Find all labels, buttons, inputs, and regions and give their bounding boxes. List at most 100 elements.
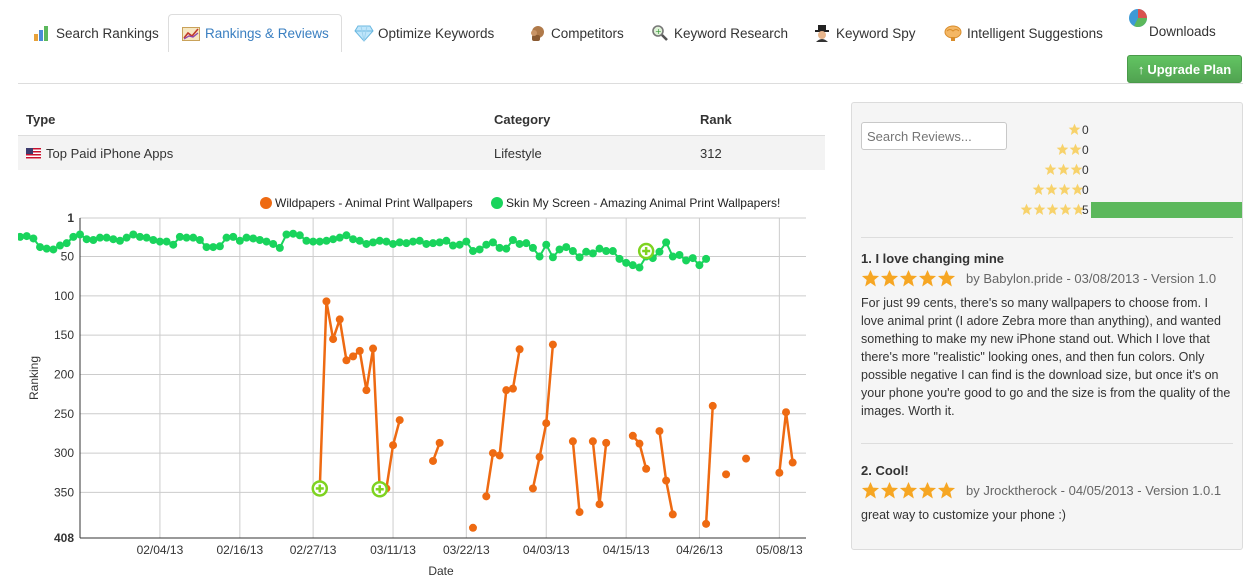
data-point-wildpapers[interactable] xyxy=(595,500,604,509)
data-point-skin-my-screen[interactable] xyxy=(502,244,511,253)
data-point-skin-my-screen[interactable] xyxy=(455,240,464,249)
data-point-skin-my-screen[interactable] xyxy=(129,230,138,239)
data-point-skin-my-screen[interactable] xyxy=(275,243,284,252)
data-point-skin-my-screen[interactable] xyxy=(95,233,104,242)
data-point-skin-my-screen[interactable] xyxy=(528,243,537,252)
data-point-skin-my-screen[interactable] xyxy=(22,232,31,241)
data-point-skin-my-screen[interactable] xyxy=(289,229,298,238)
data-point-wildpapers[interactable] xyxy=(782,408,791,417)
data-point-skin-my-screen[interactable] xyxy=(295,231,304,240)
data-point-skin-my-screen[interactable] xyxy=(668,252,677,261)
data-point-skin-my-screen[interactable] xyxy=(702,254,711,263)
data-point-wildpapers[interactable] xyxy=(502,386,511,395)
data-point-skin-my-screen[interactable] xyxy=(342,231,351,240)
data-point-skin-my-screen[interactable] xyxy=(402,239,411,248)
tab-rankings-reviews[interactable]: Rankings & Reviews xyxy=(168,14,342,52)
data-point-skin-my-screen[interactable] xyxy=(69,232,78,241)
data-point-wildpapers[interactable] xyxy=(322,297,331,306)
data-point-wildpapers[interactable] xyxy=(588,437,597,446)
data-point-wildpapers[interactable] xyxy=(329,335,338,344)
data-point-skin-my-screen[interactable] xyxy=(462,237,471,246)
data-point-skin-my-screen[interactable] xyxy=(429,239,438,248)
data-point-wildpapers[interactable] xyxy=(655,427,664,436)
data-point-wildpapers[interactable] xyxy=(528,484,537,493)
data-point-skin-my-screen[interactable] xyxy=(309,237,318,246)
data-point-skin-my-screen[interactable] xyxy=(102,233,111,242)
data-point-wildpapers[interactable] xyxy=(468,523,477,532)
data-point-wildpapers[interactable] xyxy=(349,352,358,361)
data-point-wildpapers[interactable] xyxy=(668,510,677,519)
update-marker-icon[interactable] xyxy=(311,480,329,497)
data-point-skin-my-screen[interactable] xyxy=(189,233,198,242)
data-point-wildpapers[interactable] xyxy=(515,345,524,354)
data-point-skin-my-screen[interactable] xyxy=(615,254,624,263)
data-point-wildpapers[interactable] xyxy=(429,456,438,465)
data-point-skin-my-screen[interactable] xyxy=(448,241,457,250)
data-point-skin-my-screen[interactable] xyxy=(82,235,91,244)
data-point-skin-my-screen[interactable] xyxy=(36,243,45,252)
data-point-skin-my-screen[interactable] xyxy=(149,236,158,245)
data-point-skin-my-screen[interactable] xyxy=(508,236,517,245)
data-point-skin-my-screen[interactable] xyxy=(349,235,358,244)
data-point-skin-my-screen[interactable] xyxy=(375,236,384,245)
tab-keyword-research[interactable]: + Keyword Research xyxy=(650,14,788,52)
data-point-skin-my-screen[interactable] xyxy=(602,247,611,256)
data-point-skin-my-screen[interactable] xyxy=(262,237,271,246)
data-point-skin-my-screen[interactable] xyxy=(175,232,184,241)
search-reviews-input[interactable] xyxy=(861,122,1007,150)
data-point-skin-my-screen[interactable] xyxy=(62,239,71,248)
data-point-skin-my-screen[interactable] xyxy=(162,237,171,246)
data-point-skin-my-screen[interactable] xyxy=(382,237,391,246)
data-point-wildpapers[interactable] xyxy=(628,431,637,440)
data-point-wildpapers[interactable] xyxy=(602,438,611,447)
data-point-skin-my-screen[interactable] xyxy=(695,261,704,270)
data-point-skin-my-screen[interactable] xyxy=(29,234,38,243)
data-point-skin-my-screen[interactable] xyxy=(269,239,278,248)
legend-item[interactable]: Wildpapers - Animal Print Wallpapers xyxy=(260,196,473,210)
data-point-skin-my-screen[interactable] xyxy=(595,244,604,253)
tab-optimize-keywords[interactable]: Optimize Keywords xyxy=(354,14,494,52)
data-point-skin-my-screen[interactable] xyxy=(56,241,65,250)
data-point-skin-my-screen[interactable] xyxy=(155,237,164,246)
data-point-skin-my-screen[interactable] xyxy=(482,240,491,249)
data-point-skin-my-screen[interactable] xyxy=(142,233,151,242)
data-point-skin-my-screen[interactable] xyxy=(515,239,524,248)
data-point-wildpapers[interactable] xyxy=(389,441,398,450)
data-point-skin-my-screen[interactable] xyxy=(302,236,311,245)
data-point-skin-my-screen[interactable] xyxy=(435,238,444,247)
data-point-skin-my-screen[interactable] xyxy=(468,247,477,256)
data-point-wildpapers[interactable] xyxy=(788,458,797,467)
data-point-wildpapers[interactable] xyxy=(568,437,577,446)
data-point-wildpapers[interactable] xyxy=(395,416,404,425)
data-point-wildpapers[interactable] xyxy=(362,386,371,395)
data-point-skin-my-screen[interactable] xyxy=(49,245,58,254)
data-point-wildpapers[interactable] xyxy=(548,340,557,349)
tab-intelligent-suggestions[interactable]: Intelligent Suggestions xyxy=(943,14,1103,52)
data-point-skin-my-screen[interactable] xyxy=(109,235,118,244)
data-point-skin-my-screen[interactable] xyxy=(229,232,238,241)
data-point-skin-my-screen[interactable] xyxy=(122,233,131,242)
data-point-wildpapers[interactable] xyxy=(642,464,651,473)
data-point-wildpapers[interactable] xyxy=(662,476,671,485)
data-point-skin-my-screen[interactable] xyxy=(315,237,324,246)
data-point-skin-my-screen[interactable] xyxy=(335,233,344,242)
data-point-skin-my-screen[interactable] xyxy=(242,233,251,242)
data-point-skin-my-screen[interactable] xyxy=(18,232,25,241)
update-marker-icon[interactable] xyxy=(371,481,388,498)
data-point-skin-my-screen[interactable] xyxy=(42,244,51,253)
data-point-skin-my-screen[interactable] xyxy=(588,249,597,258)
data-point-skin-my-screen[interactable] xyxy=(76,230,84,239)
tab-keyword-spy[interactable]: Keyword Spy xyxy=(812,14,916,52)
legend-item[interactable]: Skin My Screen - Amazing Animal Print Wa… xyxy=(491,196,780,210)
data-point-skin-my-screen[interactable] xyxy=(215,242,224,251)
data-point-skin-my-screen[interactable] xyxy=(688,254,697,263)
data-point-skin-my-screen[interactable] xyxy=(522,239,531,248)
data-point-skin-my-screen[interactable] xyxy=(675,250,684,259)
data-point-wildpapers[interactable] xyxy=(355,346,364,355)
data-point-skin-my-screen[interactable] xyxy=(135,232,144,241)
tab-competitors[interactable]: Competitors xyxy=(527,14,624,52)
data-point-wildpapers[interactable] xyxy=(775,468,784,477)
data-point-skin-my-screen[interactable] xyxy=(488,238,497,247)
data-point-skin-my-screen[interactable] xyxy=(322,236,331,245)
data-point-skin-my-screen[interactable] xyxy=(682,256,691,265)
